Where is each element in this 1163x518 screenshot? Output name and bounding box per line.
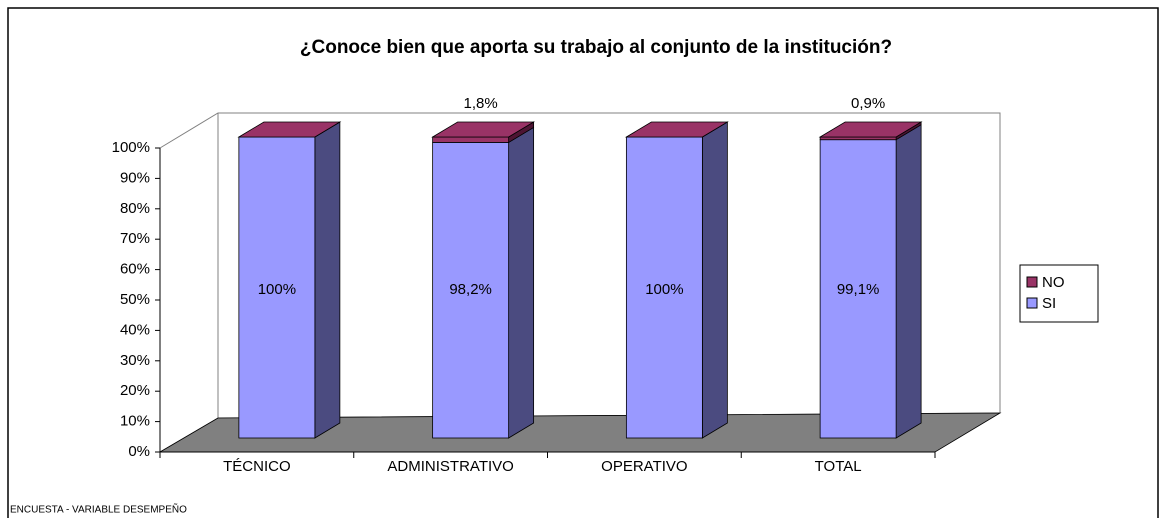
y-tick-label: 60% (120, 261, 150, 278)
bar-front (238, 136, 316, 439)
y-tick-label: 100% (112, 139, 150, 156)
bar-segment (432, 126, 535, 439)
legend-swatch (1026, 297, 1038, 309)
x-tick-label: TOTAL (815, 458, 862, 475)
x-tick-label: ADMINISTRATIVO (387, 458, 513, 475)
bar-side (314, 121, 341, 439)
y-tick-label: 20% (120, 382, 150, 399)
bar-front (819, 139, 897, 439)
bar-side (895, 124, 922, 439)
bar-side (701, 121, 728, 439)
y-tick-label: 50% (120, 291, 150, 308)
data-label: 98,2% (449, 281, 492, 298)
y-tick-label: 80% (120, 200, 150, 217)
bar-top (431, 121, 536, 138)
bar-segment (237, 121, 342, 138)
bar-top (624, 121, 729, 138)
x-tick-label: TÉCNICO (223, 458, 291, 475)
y-tick-label: 90% (120, 169, 150, 186)
bar-segment (819, 124, 922, 439)
bar-segment (238, 121, 341, 439)
y-tick-label: 0% (128, 443, 150, 460)
bar-segment (431, 121, 536, 144)
y-tick-label: 70% (120, 230, 150, 247)
bar-segment (625, 121, 728, 439)
bar-segment (818, 121, 923, 141)
bar-side (508, 126, 535, 439)
footer: ENCUESTA - VARIABLE DESEMPEÑO (10, 503, 187, 516)
data-label: 100% (645, 281, 683, 298)
bar-top (237, 121, 342, 138)
bar-front (432, 136, 510, 143)
data-label: 99,1% (837, 281, 880, 298)
legend-label: SI (1042, 295, 1056, 312)
data-label: 0,9% (851, 95, 885, 112)
y-tick-label: 30% (120, 352, 150, 369)
legend-swatch (1026, 276, 1038, 288)
legend (1019, 264, 1099, 323)
bar-top (818, 121, 923, 138)
y-tick-label: 10% (120, 413, 150, 430)
bar-segment (624, 121, 729, 138)
bar-front (625, 136, 703, 439)
data-label: 1,8% (464, 95, 498, 112)
chart-title: ¿Conoce bien que aporta su trabajo al co… (300, 37, 892, 58)
bar-front (432, 142, 510, 439)
bar-front (819, 136, 897, 141)
legend-label: NO (1042, 274, 1065, 291)
data-label: 100% (258, 281, 296, 298)
x-tick-label: OPERATIVO (601, 458, 687, 475)
y-tick-label: 40% (120, 321, 150, 338)
